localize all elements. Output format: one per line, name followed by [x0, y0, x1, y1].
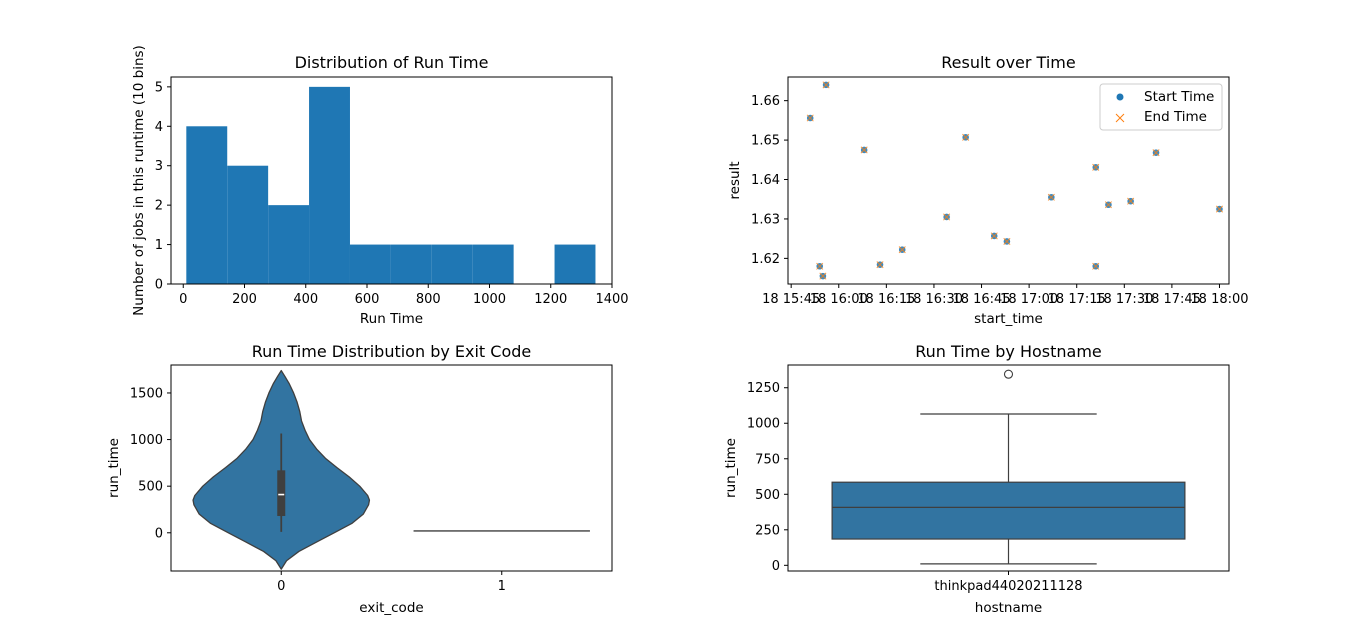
scatter-frame	[787, 76, 1230, 285]
scatter-xtick-label: 18 17:15	[1048, 292, 1106, 307]
histogram-bar	[554, 244, 596, 284]
histogram-xtick-label: 0	[179, 292, 187, 307]
end-time-point	[822, 81, 830, 89]
violin-x-label: exit_code	[359, 600, 423, 616]
boxplot-ytick-label: 0	[772, 559, 780, 574]
histogram-bar	[472, 244, 514, 284]
boxplot-y-label: run_time	[723, 438, 739, 498]
histogram-xtick-label: 1200	[534, 292, 567, 307]
violin-frame	[170, 364, 613, 572]
scatter-x-label: start_time	[974, 311, 1043, 327]
boxplot-title: Run Time by Hostname	[915, 342, 1102, 361]
histogram-ytick-label: 0	[155, 278, 163, 293]
violin-xtick-label: 1	[498, 579, 506, 594]
scatter-xtick-label: 18 17:30	[1095, 292, 1153, 307]
legend-box	[1099, 83, 1223, 131]
exit-code-violin: Run Time Distribution by Exit Code 0 1 0 5…	[106, 342, 613, 616]
violin-ytick-label: 1000	[130, 433, 163, 448]
end-time-point	[1152, 149, 1160, 157]
end-time-point	[816, 262, 824, 270]
legend-end-time-label: End Time	[1144, 109, 1207, 125]
boxplot-ytick-label: 1000	[747, 417, 780, 432]
violin-ytick-label: 500	[138, 480, 163, 495]
histogram-bar	[227, 165, 269, 284]
end-time-point	[1215, 205, 1224, 213]
histogram-xtick-label: 800	[416, 292, 441, 307]
box-iqr	[831, 481, 1186, 540]
violin-y-label: run_time	[106, 438, 122, 498]
histogram-title: Distribution of Run Time	[295, 53, 489, 72]
scatter-xtick-label: 18 15:45	[762, 292, 820, 307]
scatter-y-label: result	[727, 161, 743, 199]
histogram-bar	[431, 244, 473, 284]
end-time-point	[1003, 237, 1011, 245]
hostname-boxplot: Run Time by Hostname thinkpad44020211128…	[723, 342, 1230, 616]
histogram-ytick-label: 5	[155, 80, 163, 95]
legend-start-time-label: Start Time	[1144, 89, 1214, 105]
histogram-xtick-label: 1400	[595, 292, 628, 307]
scatter-xtick-label: 18 16:15	[857, 292, 915, 307]
histogram-ytick-label: 1	[155, 238, 163, 253]
boxplot-ytick-label: 1250	[747, 381, 780, 396]
scatter-xtick-label: 18 17:45	[1143, 292, 1201, 307]
scatter-ytick-label: 1.65	[751, 134, 780, 149]
histogram-bar	[349, 244, 391, 284]
run-time-histogram: Distribution of Run Time 0 200 400 600 800 10…	[131, 45, 629, 327]
scatter-title: Result over Time	[941, 53, 1075, 72]
end-time-point	[898, 246, 906, 254]
end-time-point	[943, 213, 951, 221]
end-time-point	[1092, 163, 1100, 171]
violin-title: Run Time Distribution by Exit Code	[252, 342, 532, 361]
boxplot-ytick-label: 500	[755, 488, 780, 503]
end-time-point	[806, 114, 814, 122]
end-time-point	[1047, 193, 1055, 201]
histogram-ytick-label: 4	[155, 120, 163, 135]
histogram-bar	[268, 205, 310, 284]
boxplot-x-label: hostname	[975, 600, 1042, 616]
scatter-ytick-label: 1.63	[751, 212, 780, 227]
end-time-point	[962, 133, 970, 141]
violin-ytick-label: 0	[155, 526, 163, 541]
histogram-y-label: Number of jobs in this runtime (10 bins)	[131, 45, 147, 316]
histogram-xtick-label: 600	[355, 292, 380, 307]
end-time-point	[990, 232, 998, 240]
violin-ytick-label: 1500	[130, 386, 163, 401]
histogram-xtick-label: 200	[232, 292, 257, 307]
scatter-ytick-label: 1.66	[751, 94, 780, 109]
scatter-xtick-label: 18 18:00	[1190, 292, 1248, 307]
boxplot-xtick-label: thinkpad44020211128	[934, 579, 1082, 594]
end-time-point	[860, 146, 868, 154]
histogram-bar	[390, 244, 432, 284]
histogram-ytick-label: 2	[155, 199, 163, 214]
boxplot-ytick-label: 250	[755, 523, 780, 538]
scatter-xtick-label: 18 16:45	[952, 292, 1010, 307]
histogram-xtick-label: 1000	[473, 292, 506, 307]
end-time-point	[819, 272, 827, 280]
box-outlier	[1003, 369, 1014, 379]
scatter-xtick-label: 18 16:00	[810, 292, 868, 307]
histogram-xtick-label: 400	[293, 292, 318, 307]
scatter-xtick-label: 18 16:30	[905, 292, 963, 307]
histogram-ytick-label: 3	[155, 159, 163, 174]
end-time-point	[1127, 197, 1135, 205]
legend-start-time-marker	[1116, 93, 1124, 101]
histogram-x-label: Run Time	[360, 311, 423, 327]
scatter-xtick-label: 18 17:00	[1000, 292, 1058, 307]
legend-end-time-marker	[1115, 113, 1125, 123]
end-time-point	[1104, 201, 1112, 209]
scatter-legend: Start Time End Time	[1099, 83, 1223, 131]
histogram-frame	[170, 76, 613, 285]
violin-iqr-box	[277, 470, 286, 517]
end-time-point	[876, 261, 884, 269]
boxplot-ytick-label: 750	[755, 452, 780, 467]
histogram-bar	[186, 126, 228, 285]
scatter-ytick-label: 1.62	[751, 252, 780, 267]
end-time-point	[1092, 262, 1100, 270]
violin-xtick-label: 0	[277, 579, 285, 594]
scatter-ytick-label: 1.64	[751, 173, 780, 188]
histogram-bar	[309, 86, 350, 284]
